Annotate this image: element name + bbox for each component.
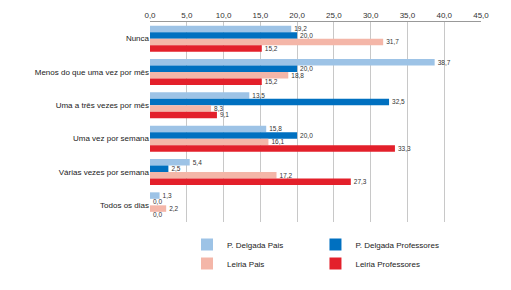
svg-text:25,0: 25,0: [326, 11, 342, 20]
svg-text:8,3: 8,3: [214, 105, 223, 112]
svg-text:Várias vezes por semana: Várias vezes por semana: [59, 168, 150, 177]
svg-text:35,0: 35,0: [400, 11, 416, 20]
svg-text:38,7: 38,7: [438, 59, 451, 66]
svg-text:45,0: 45,0: [473, 11, 489, 20]
svg-text:Nunca: Nunca: [126, 34, 150, 43]
svg-text:1,3: 1,3: [163, 192, 172, 199]
svg-text:20,0: 20,0: [289, 11, 305, 20]
svg-text:Leiria Professores: Leiria Professores: [355, 260, 419, 269]
svg-text:17,2: 17,2: [280, 172, 293, 179]
svg-text:0,0: 0,0: [144, 11, 156, 20]
svg-text:40,0: 40,0: [436, 11, 452, 20]
svg-text:20,0: 20,0: [300, 65, 313, 72]
svg-text:27,3: 27,3: [354, 178, 367, 185]
svg-text:Uma vez por semana: Uma vez por semana: [73, 134, 150, 143]
svg-text:18,8: 18,8: [291, 72, 304, 79]
svg-text:15,0: 15,0: [253, 11, 269, 20]
svg-text:Uma a três vezes por mês: Uma a três vezes por mês: [56, 101, 149, 110]
svg-text:5,0: 5,0: [181, 11, 193, 20]
svg-text:16,1: 16,1: [271, 138, 284, 145]
svg-text:20,0: 20,0: [300, 132, 313, 139]
svg-text:31,7: 31,7: [386, 38, 399, 45]
svg-text:P. Delgada Professores: P. Delgada Professores: [355, 241, 438, 250]
svg-text:13,5: 13,5: [252, 92, 265, 99]
svg-text:32,5: 32,5: [392, 98, 405, 105]
svg-text:15,8: 15,8: [269, 125, 282, 132]
svg-text:Leiria Pais: Leiria Pais: [227, 260, 264, 269]
svg-text:30,0: 30,0: [363, 11, 379, 20]
svg-text:9,1: 9,1: [220, 111, 229, 118]
svg-text:Menos do que uma vez por mês: Menos do que uma vez por mês: [35, 68, 149, 77]
svg-text:33,3: 33,3: [398, 145, 411, 152]
svg-text:5,4: 5,4: [193, 159, 202, 166]
svg-text:0,0: 0,0: [153, 198, 162, 205]
svg-text:15,2: 15,2: [265, 78, 278, 85]
svg-text:10,0: 10,0: [216, 11, 232, 20]
svg-text:Todos os dias: Todos os dias: [100, 201, 149, 210]
svg-text:2,2: 2,2: [169, 205, 178, 212]
svg-text:20,0: 20,0: [300, 32, 313, 39]
svg-text:P. Delgada Pais: P. Delgada Pais: [227, 241, 283, 250]
svg-text:2,5: 2,5: [171, 165, 180, 172]
svg-text:15,2: 15,2: [265, 45, 278, 52]
svg-text:19,2: 19,2: [294, 25, 307, 32]
svg-text:0,0: 0,0: [153, 211, 162, 218]
